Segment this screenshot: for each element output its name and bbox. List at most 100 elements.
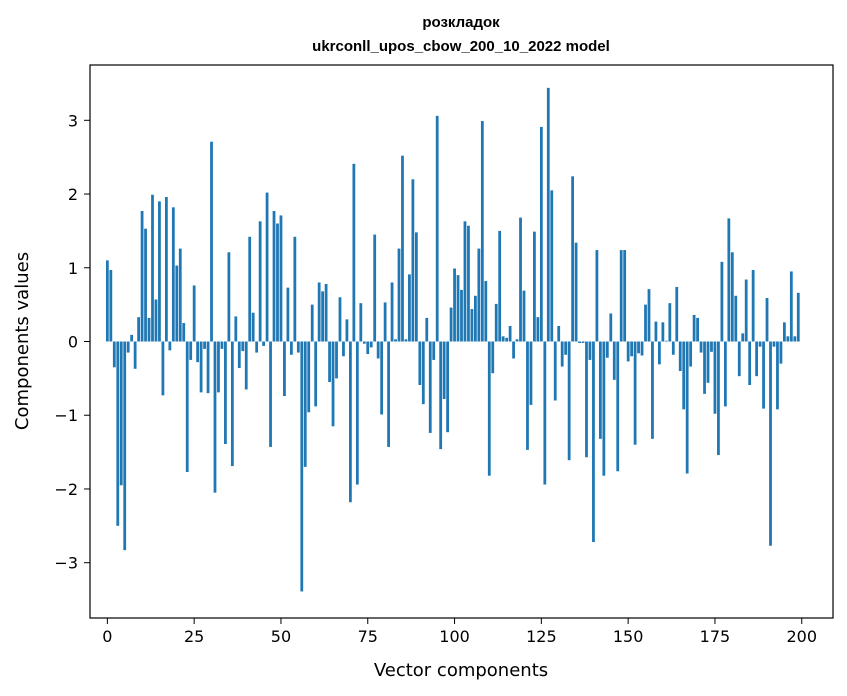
bar [783, 322, 786, 342]
bar [463, 221, 467, 342]
bar [390, 282, 394, 342]
bar [734, 295, 738, 342]
bar [206, 341, 210, 394]
bar [491, 341, 495, 374]
bar [154, 299, 158, 342]
bar [744, 279, 748, 342]
bar [581, 341, 585, 343]
bar [664, 340, 668, 342]
bar [626, 341, 630, 362]
bar [175, 265, 179, 342]
bar [578, 341, 581, 343]
bar [484, 281, 488, 342]
bar [189, 341, 193, 360]
bar [779, 341, 783, 364]
bar [723, 341, 727, 407]
bar [553, 341, 557, 401]
bar [678, 341, 682, 371]
bar [109, 269, 113, 342]
bar [605, 341, 609, 358]
bar [342, 341, 345, 357]
bar [470, 309, 474, 342]
bar [446, 341, 449, 433]
bar [508, 326, 512, 342]
bar [335, 341, 338, 379]
bar [612, 341, 616, 380]
bar [130, 334, 134, 342]
bar [224, 341, 227, 444]
bar [772, 341, 776, 347]
bar [776, 341, 779, 410]
bar [564, 341, 568, 355]
bar [147, 317, 151, 342]
bar [536, 317, 540, 342]
bar [717, 341, 720, 456]
bar [439, 341, 443, 450]
y-tick-label: 0 [68, 333, 78, 352]
bar [230, 341, 234, 467]
bar [262, 341, 265, 346]
plot-area-frame [89, 64, 834, 619]
bar [227, 252, 231, 342]
bar [283, 341, 286, 397]
chart-title-line2: ukrconll_upos_cbow_200_10_2022 model [312, 38, 610, 55]
bar [456, 275, 460, 342]
bar [161, 341, 165, 396]
x-tick-label: 25 [184, 627, 204, 646]
bar [765, 298, 769, 342]
bar [164, 196, 168, 342]
bar [303, 341, 307, 467]
y-tick-label: 2 [68, 185, 78, 204]
bar [105, 260, 109, 342]
bars-group [105, 87, 800, 592]
bar [567, 341, 571, 461]
y-tick-label: 1 [68, 259, 78, 278]
bar [616, 341, 620, 472]
bar [651, 341, 654, 439]
bar [300, 341, 304, 592]
bar [668, 303, 672, 342]
bar [758, 341, 762, 347]
bar [748, 341, 752, 385]
bar [251, 312, 255, 342]
y-axis-ticks: −3 −2 −1 0 1 2 3 [54, 111, 90, 573]
bar [595, 250, 599, 342]
bar [203, 341, 206, 349]
bar [192, 285, 196, 342]
bar [546, 87, 550, 342]
bar [574, 242, 578, 342]
bar [550, 190, 554, 342]
bar [255, 341, 259, 353]
bar [185, 341, 189, 473]
bar [675, 286, 679, 342]
x-tick-label: 50 [271, 627, 291, 646]
x-tick-label: 175 [700, 627, 731, 646]
bar [387, 341, 390, 447]
bar [501, 336, 505, 342]
bar [498, 230, 502, 342]
bar [692, 314, 696, 342]
bar [137, 317, 140, 342]
bar [234, 316, 238, 342]
bar [269, 341, 272, 447]
bar [421, 341, 425, 405]
bar [158, 201, 161, 342]
bar [637, 341, 640, 354]
bar [428, 341, 432, 433]
y-tick-label: −2 [54, 480, 78, 499]
bar [720, 261, 724, 342]
bar [474, 295, 477, 342]
bar [168, 341, 172, 351]
bar [560, 341, 564, 367]
bar [585, 341, 588, 458]
y-tick-label: −1 [54, 406, 78, 425]
bar [685, 341, 689, 474]
bar [196, 341, 200, 363]
bar [307, 341, 311, 413]
bar [248, 236, 252, 342]
bar [376, 341, 380, 359]
bar [345, 319, 349, 342]
bar [171, 207, 175, 342]
bar [217, 341, 220, 393]
x-tick-label: 150 [613, 627, 644, 646]
